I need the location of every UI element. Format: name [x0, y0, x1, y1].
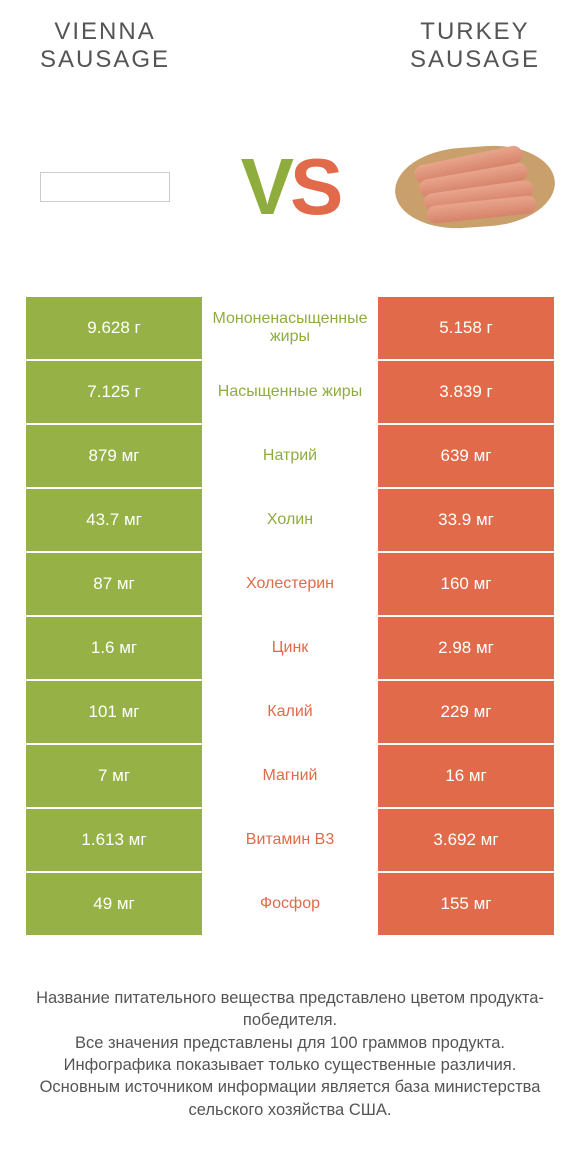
- table-row: 879 мгНатрий639 мг: [26, 425, 554, 487]
- cell-label: Витамин B3: [202, 809, 378, 871]
- vs-v: V: [241, 142, 290, 231]
- table-row: 7 мгМагний16 мг: [26, 745, 554, 807]
- image-left: [20, 122, 190, 252]
- image-row: VS: [0, 87, 580, 297]
- cell-label: Холестерин: [202, 553, 378, 615]
- cell-left: 7.125 г: [26, 361, 202, 423]
- table-row: 101 мгКалий229 мг: [26, 681, 554, 743]
- table-row: 1.6 мгЦинк2.98 мг: [26, 617, 554, 679]
- cell-right: 33.9 мг: [378, 489, 554, 551]
- cell-right: 3.692 мг: [378, 809, 554, 871]
- cell-left: 43.7 мг: [26, 489, 202, 551]
- table-row: 87 мгХолестерин160 мг: [26, 553, 554, 615]
- cell-label: Калий: [202, 681, 378, 743]
- title-left: VIENNA SAUSAGE: [40, 18, 170, 73]
- comparison-table: 9.628 гМононенасыщенные жиры5.158 г7.125…: [0, 297, 580, 937]
- cell-right: 16 мг: [378, 745, 554, 807]
- footer-line-1: Название питательного вещества представл…: [30, 987, 550, 1032]
- table-row: 49 мгФосфор155 мг: [26, 873, 554, 935]
- cell-right: 639 мг: [378, 425, 554, 487]
- cell-right: 5.158 г: [378, 297, 554, 359]
- cell-label: Мононенасыщенные жиры: [202, 297, 378, 359]
- cell-right: 160 мг: [378, 553, 554, 615]
- footer-line-3: Инфографика показывает только существенн…: [30, 1054, 550, 1076]
- cell-left: 879 мг: [26, 425, 202, 487]
- cell-left: 1.6 мг: [26, 617, 202, 679]
- cell-right: 2.98 мг: [378, 617, 554, 679]
- vs-label: VS: [241, 141, 340, 233]
- table-row: 7.125 гНасыщенные жиры3.839 г: [26, 361, 554, 423]
- cell-label: Магний: [202, 745, 378, 807]
- table-row: 43.7 мгХолин33.9 мг: [26, 489, 554, 551]
- table-row: 1.613 мгВитамин B33.692 мг: [26, 809, 554, 871]
- cell-label: Фосфор: [202, 873, 378, 935]
- cell-label: Цинк: [202, 617, 378, 679]
- vs-s: S: [290, 142, 339, 231]
- titles-row: VIENNA SAUSAGE TURKEY SAUSAGE: [0, 0, 580, 87]
- cell-right: 155 мг: [378, 873, 554, 935]
- title-right: TURKEY SAUSAGE: [410, 18, 540, 73]
- image-right: [390, 122, 560, 252]
- cell-left: 1.613 мг: [26, 809, 202, 871]
- cell-left: 9.628 г: [26, 297, 202, 359]
- cell-left: 7 мг: [26, 745, 202, 807]
- cell-left: 101 мг: [26, 681, 202, 743]
- footer-line-2: Все значения представлены для 100 граммо…: [30, 1032, 550, 1054]
- table-row: 9.628 гМононенасыщенные жиры5.158 г: [26, 297, 554, 359]
- cell-right: 3.839 г: [378, 361, 554, 423]
- cell-left: 87 мг: [26, 553, 202, 615]
- footer-line-4: Основным источником информации является …: [30, 1076, 550, 1121]
- cell-right: 229 мг: [378, 681, 554, 743]
- footer: Название питательного вещества представл…: [0, 937, 580, 1121]
- cell-left: 49 мг: [26, 873, 202, 935]
- cell-label: Натрий: [202, 425, 378, 487]
- cell-label: Холин: [202, 489, 378, 551]
- cell-label: Насыщенные жиры: [202, 361, 378, 423]
